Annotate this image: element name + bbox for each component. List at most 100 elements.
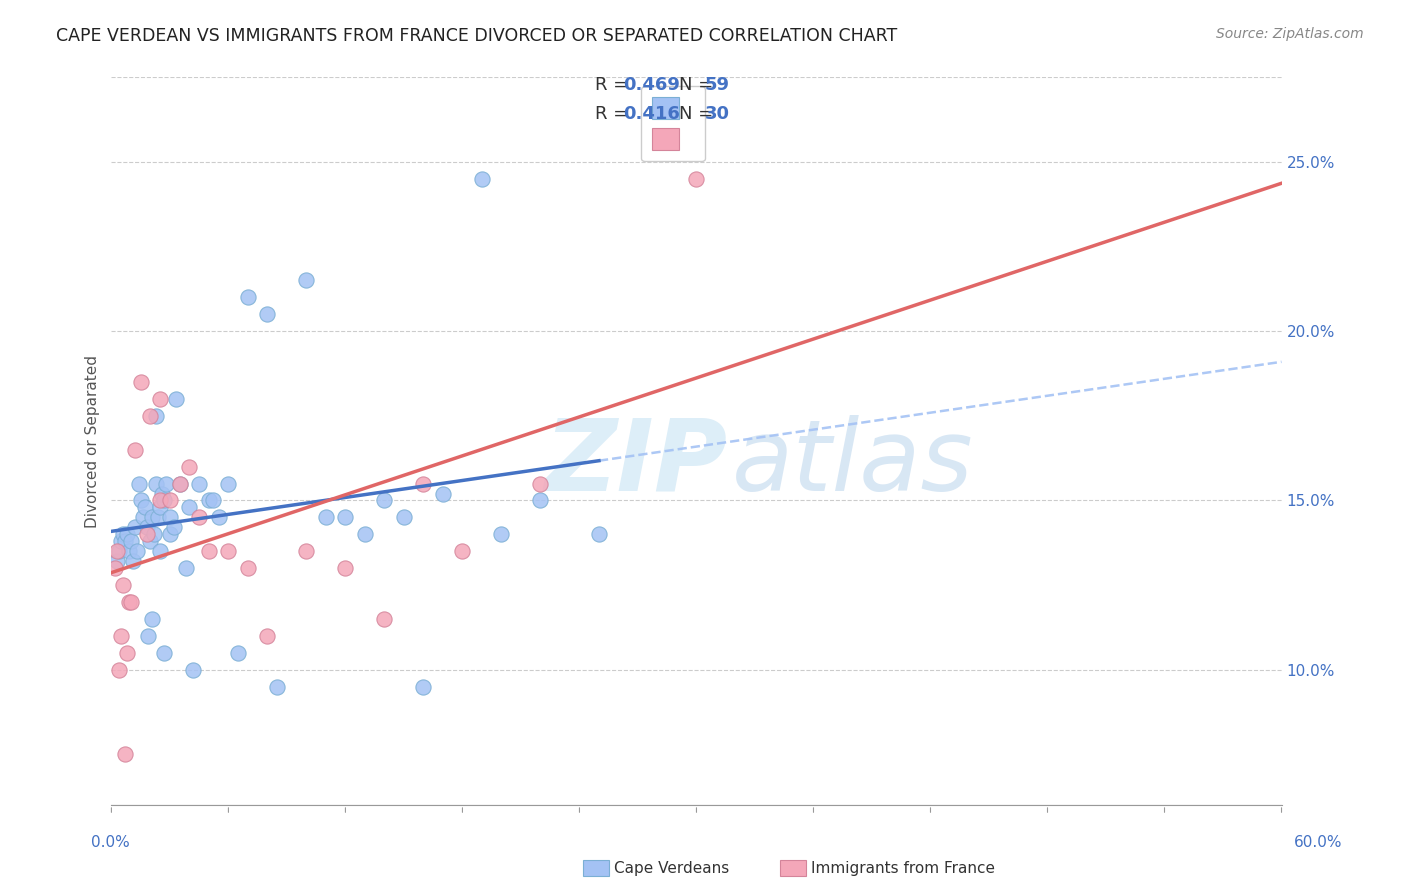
Point bbox=[685, 172, 707, 186]
Text: N =: N = bbox=[679, 76, 718, 94]
Point bbox=[373, 493, 395, 508]
Point bbox=[163, 520, 186, 534]
Point bbox=[129, 493, 152, 508]
Point bbox=[392, 510, 415, 524]
Point bbox=[110, 534, 132, 549]
Point bbox=[315, 510, 337, 524]
Point bbox=[412, 476, 434, 491]
Text: CAPE VERDEAN VS IMMIGRANTS FROM FRANCE DIVORCED OR SEPARATED CORRELATION CHART: CAPE VERDEAN VS IMMIGRANTS FROM FRANCE D… bbox=[56, 27, 897, 45]
Point bbox=[295, 544, 318, 558]
Point bbox=[174, 561, 197, 575]
Point bbox=[112, 527, 135, 541]
Text: 0.469: 0.469 bbox=[623, 76, 679, 94]
Text: Source: ZipAtlas.com: Source: ZipAtlas.com bbox=[1216, 27, 1364, 41]
Point bbox=[451, 544, 474, 558]
Point bbox=[105, 544, 128, 558]
Point bbox=[159, 493, 181, 508]
Point bbox=[112, 578, 135, 592]
Point bbox=[217, 544, 239, 558]
Text: Immigrants from France: Immigrants from France bbox=[811, 862, 995, 876]
Point bbox=[179, 459, 201, 474]
Point bbox=[432, 486, 454, 500]
Point bbox=[114, 747, 136, 762]
Point bbox=[491, 527, 513, 541]
Point bbox=[471, 172, 494, 186]
Point bbox=[335, 561, 357, 575]
Point bbox=[110, 629, 132, 643]
Point bbox=[201, 493, 224, 508]
Point bbox=[188, 476, 211, 491]
Point bbox=[138, 629, 160, 643]
Point bbox=[124, 442, 146, 457]
Point bbox=[181, 663, 204, 677]
Point bbox=[256, 629, 278, 643]
Point bbox=[208, 510, 231, 524]
Point bbox=[124, 520, 146, 534]
Point bbox=[236, 290, 259, 304]
Text: 0.416: 0.416 bbox=[623, 105, 679, 123]
Point bbox=[134, 500, 156, 515]
Point bbox=[120, 534, 142, 549]
Text: ZIP: ZIP bbox=[544, 415, 727, 511]
Point bbox=[129, 375, 152, 389]
Text: 60.0%: 60.0% bbox=[1295, 836, 1343, 850]
Point bbox=[266, 680, 288, 694]
Y-axis label: Divorced or Separated: Divorced or Separated bbox=[86, 355, 100, 528]
Point bbox=[121, 554, 143, 568]
Text: atlas: atlas bbox=[731, 415, 973, 511]
Point bbox=[145, 409, 167, 423]
Point bbox=[150, 486, 173, 500]
Point bbox=[118, 544, 141, 558]
Point bbox=[179, 500, 201, 515]
Point bbox=[118, 595, 141, 609]
Point bbox=[153, 493, 176, 508]
Point bbox=[295, 273, 318, 287]
Point bbox=[141, 510, 163, 524]
Point bbox=[131, 510, 153, 524]
Point bbox=[217, 476, 239, 491]
Point bbox=[128, 476, 150, 491]
Point bbox=[412, 680, 434, 694]
Point bbox=[115, 646, 138, 660]
Point bbox=[149, 544, 172, 558]
Point bbox=[141, 612, 163, 626]
Point bbox=[198, 544, 221, 558]
Point bbox=[115, 527, 138, 541]
Point bbox=[188, 510, 211, 524]
Point bbox=[145, 476, 167, 491]
Point bbox=[159, 510, 181, 524]
Point bbox=[105, 554, 128, 568]
Point bbox=[120, 595, 142, 609]
Legend: , : , bbox=[641, 87, 704, 161]
Point bbox=[135, 527, 157, 541]
Point bbox=[139, 534, 162, 549]
Point bbox=[149, 392, 172, 406]
Point bbox=[529, 493, 551, 508]
Point bbox=[148, 510, 170, 524]
Point bbox=[354, 527, 377, 541]
Text: N =: N = bbox=[679, 105, 718, 123]
Point bbox=[236, 561, 259, 575]
Point bbox=[159, 527, 181, 541]
Text: Cape Verdeans: Cape Verdeans bbox=[614, 862, 730, 876]
Point bbox=[139, 409, 162, 423]
Point bbox=[104, 561, 127, 575]
Text: 30: 30 bbox=[704, 105, 730, 123]
Point bbox=[108, 663, 131, 677]
Point bbox=[135, 520, 157, 534]
Text: R =: R = bbox=[595, 105, 634, 123]
Point bbox=[169, 476, 191, 491]
Point bbox=[335, 510, 357, 524]
Text: R =: R = bbox=[595, 76, 634, 94]
Point bbox=[226, 646, 249, 660]
Point bbox=[169, 476, 191, 491]
Point bbox=[149, 493, 172, 508]
Text: 0.0%: 0.0% bbox=[91, 836, 131, 850]
Point bbox=[149, 500, 172, 515]
Point bbox=[198, 493, 221, 508]
Point bbox=[125, 544, 148, 558]
Point bbox=[529, 476, 551, 491]
Point bbox=[256, 307, 278, 321]
Point bbox=[588, 527, 610, 541]
Point bbox=[373, 612, 395, 626]
